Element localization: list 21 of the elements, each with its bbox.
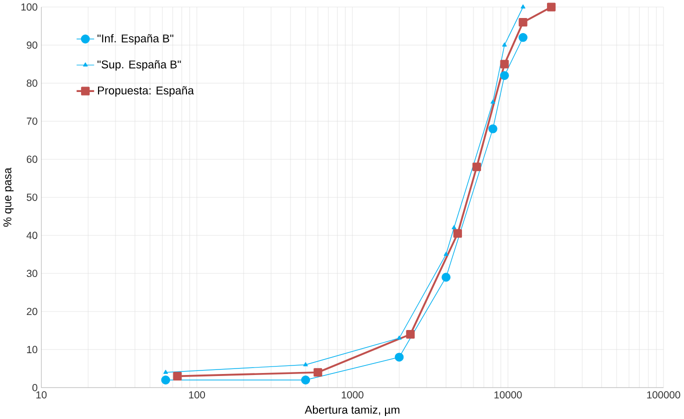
y-tick-label: 70 bbox=[26, 117, 38, 125]
y-tick-label: 40 bbox=[26, 232, 38, 239]
y-tick-label: 90 bbox=[26, 41, 38, 49]
x-axis-title: Abertura tamiz, µm bbox=[304, 405, 400, 416]
y-axis-title: % que pasa bbox=[3, 167, 14, 226]
x-tick-label: 10 bbox=[36, 391, 47, 398]
y-tick-label: 0 bbox=[32, 384, 38, 392]
x-tick-label: 10000 bbox=[494, 391, 522, 398]
y-tick-label: 100 bbox=[21, 3, 38, 10]
x-tick-label: 100 bbox=[189, 391, 206, 398]
y-tick-label: 10 bbox=[27, 346, 38, 353]
y-tick-label: 80 bbox=[26, 79, 38, 87]
y-tick-label: 50 bbox=[26, 193, 38, 201]
legend-label: "Inf. España B" bbox=[98, 34, 174, 44]
x-tick-label: 100000 bbox=[647, 391, 680, 398]
legend-label: Propuesta: España bbox=[98, 86, 194, 96]
x-tick-label: 1000 bbox=[342, 391, 364, 398]
legend-label: "Sup. España B" bbox=[98, 60, 181, 70]
y-tick-label: 60 bbox=[26, 155, 38, 163]
y-tick-label: 30 bbox=[26, 270, 38, 277]
y-tick-label: 20 bbox=[26, 308, 38, 315]
